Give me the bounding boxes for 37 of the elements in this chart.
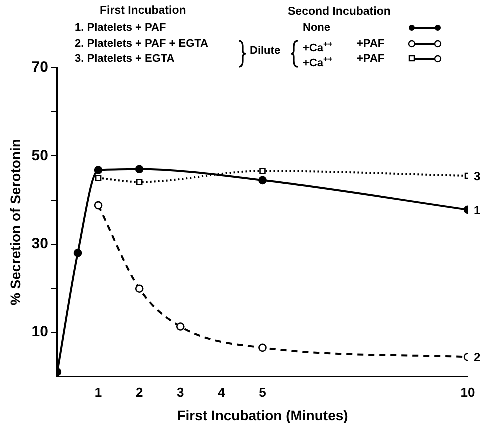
x-tick-label: 4 — [218, 384, 226, 400]
point — [94, 201, 103, 210]
series-label: 2 — [474, 350, 481, 365]
text: +Ca$^{++}$ — [303, 39, 333, 56]
x-tick-label: 5 — [259, 384, 266, 400]
text: 3. Platelets + EGTA — [75, 53, 175, 66]
y-tick-label: 70 — [32, 59, 48, 76]
point — [135, 284, 144, 294]
point — [135, 165, 144, 174]
series-label: 1 — [474, 203, 481, 218]
y-tick-label: 30 — [32, 235, 48, 252]
y-tick-label: 50 — [32, 147, 48, 164]
y-tick-label: 10 — [32, 324, 48, 341]
x-tick-label: 10 — [460, 384, 476, 400]
point — [176, 322, 185, 331]
point — [258, 344, 267, 352]
point — [260, 168, 266, 174]
text: +PAF — [357, 53, 385, 66]
text: 1. Platelets + PAF — [75, 22, 166, 35]
point — [74, 249, 82, 258]
text: None — [303, 22, 330, 35]
point — [258, 176, 267, 185]
point — [94, 166, 103, 174]
point — [95, 175, 102, 182]
point — [136, 179, 143, 186]
text: Dilute — [250, 45, 281, 58]
text: +PAF — [357, 38, 385, 51]
annotation: +Ca$^{++}$ — [303, 54, 333, 71]
text: First Incubation — [100, 5, 186, 18]
x-tick-label: 3 — [177, 384, 184, 400]
text: Second Incubation — [288, 6, 391, 19]
text: 2. Platelets + PAF + EGTA — [75, 38, 208, 51]
y-axis-title: % Secretion of Serotonin — [7, 139, 24, 306]
x-tick-label: 2 — [136, 384, 144, 400]
x-tick-label: 1 — [94, 384, 102, 400]
x-axis-title: First Incubation (Minutes) — [177, 407, 348, 424]
series-label: 3 — [474, 169, 481, 184]
